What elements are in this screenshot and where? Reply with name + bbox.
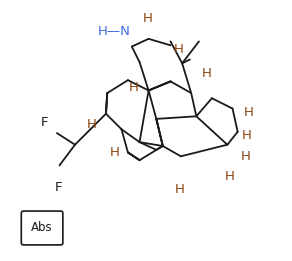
Text: H: H <box>142 12 152 25</box>
Text: H: H <box>110 146 120 159</box>
Text: F: F <box>54 181 62 194</box>
Text: H: H <box>128 81 138 94</box>
Text: H: H <box>244 106 254 119</box>
Text: H: H <box>202 67 212 80</box>
Text: H: H <box>240 150 250 163</box>
Text: F: F <box>40 116 48 129</box>
FancyBboxPatch shape <box>21 211 63 245</box>
Text: H—N: H—N <box>98 25 131 38</box>
Text: H: H <box>87 117 97 130</box>
Text: H: H <box>175 183 185 196</box>
Text: H: H <box>225 170 235 183</box>
Text: H: H <box>241 129 251 142</box>
Text: Abs: Abs <box>31 222 53 234</box>
Text: H: H <box>173 43 183 56</box>
